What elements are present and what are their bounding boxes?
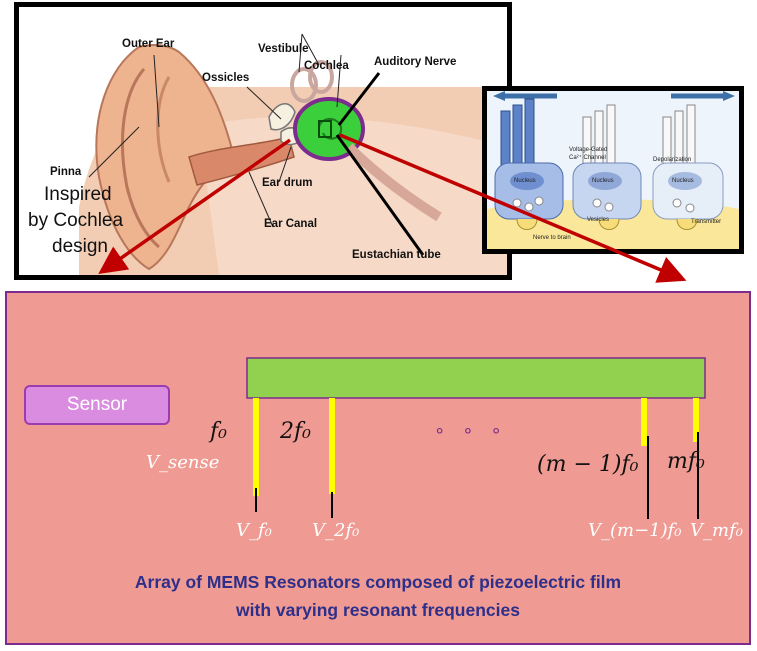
arrow-to-sensor	[98, 138, 292, 275]
hair-cell-illustration	[487, 91, 739, 249]
hair-cell-1	[494, 98, 564, 220]
ear-canal-label: Ear Canal	[264, 218, 318, 230]
ca-channel-label: Ca²⁺ Channel	[569, 155, 606, 161]
v-m-1-f0-label: V_(m−1)f₀	[588, 520, 682, 541]
hair-cell-2	[572, 104, 642, 220]
voltage-gated-label: Voltage-Gated	[569, 147, 608, 153]
inspired-text-line1: Inspired	[44, 184, 112, 205]
f0-label: f₀	[210, 419, 227, 444]
mf0-label: mf₀	[667, 449, 705, 474]
ossicles-label: Ossicles	[202, 72, 250, 84]
resonator-2f0	[329, 398, 335, 494]
outer-ear-label: Outer Ear	[122, 38, 175, 50]
v-mf0-label: V_mf₀	[690, 520, 743, 541]
2f0-label: 2f₀	[280, 419, 311, 444]
v-f0-label: V_f₀	[236, 520, 272, 541]
ear-canal-shape	[188, 136, 295, 186]
v-sense-label: V_sense	[146, 452, 220, 473]
cochlea-label: Cochlea	[304, 60, 349, 72]
inspired-text-line2: by Cochlea	[28, 210, 124, 231]
nerve-to-brain-label: Nerve to brain	[533, 235, 571, 241]
arrow-to-resonators	[339, 133, 687, 283]
ear-drum-label: Ear drum	[262, 177, 313, 189]
nucleus-label-1: Nucleus	[514, 178, 536, 184]
resonator-mf0	[693, 398, 699, 442]
resonator-m-1-f0	[641, 398, 647, 446]
depolarization-label: Depolarization	[653, 157, 692, 163]
transmitter-label: Transmitter	[691, 219, 722, 225]
m-minus-1-f0-label: (m − 1)f₀	[537, 452, 639, 477]
resonator-array-panel	[5, 291, 751, 645]
ear-anatomy-illustration	[79, 33, 507, 275]
ellipsis-dots: ∘ ∘ ∘	[434, 420, 508, 440]
nucleus-label-3: Nucleus	[672, 178, 694, 184]
v-2f0-label: V_2f₀	[312, 520, 360, 541]
pinna-label: Pinna	[50, 166, 82, 178]
mems-beam	[246, 357, 706, 399]
auditory-nerve-label: Auditory Nerve	[374, 56, 457, 68]
caption-line2: with varying resonant frequencies	[236, 600, 520, 620]
ear-anatomy-frame	[14, 2, 512, 280]
hair-cell-frame: Voltage-Gated Ca²⁺ Channel Depolarizatio…	[482, 86, 744, 254]
vesicles-label: Vesicles	[587, 217, 610, 223]
hair-cell-3	[652, 104, 724, 220]
inspired-text-line3: design	[52, 236, 108, 257]
vestibule-label: Vestibule	[258, 43, 309, 55]
caption-line1: Array of MEMS Resonators composed of pie…	[134, 572, 622, 592]
nucleus-label-2: Nucleus	[592, 178, 614, 184]
sensor-box: Sensor	[24, 385, 170, 425]
sensor-label: Sensor	[66, 394, 128, 415]
resonator-f0	[253, 398, 259, 496]
eustachian-tube-label: Eustachian tube	[352, 249, 441, 261]
